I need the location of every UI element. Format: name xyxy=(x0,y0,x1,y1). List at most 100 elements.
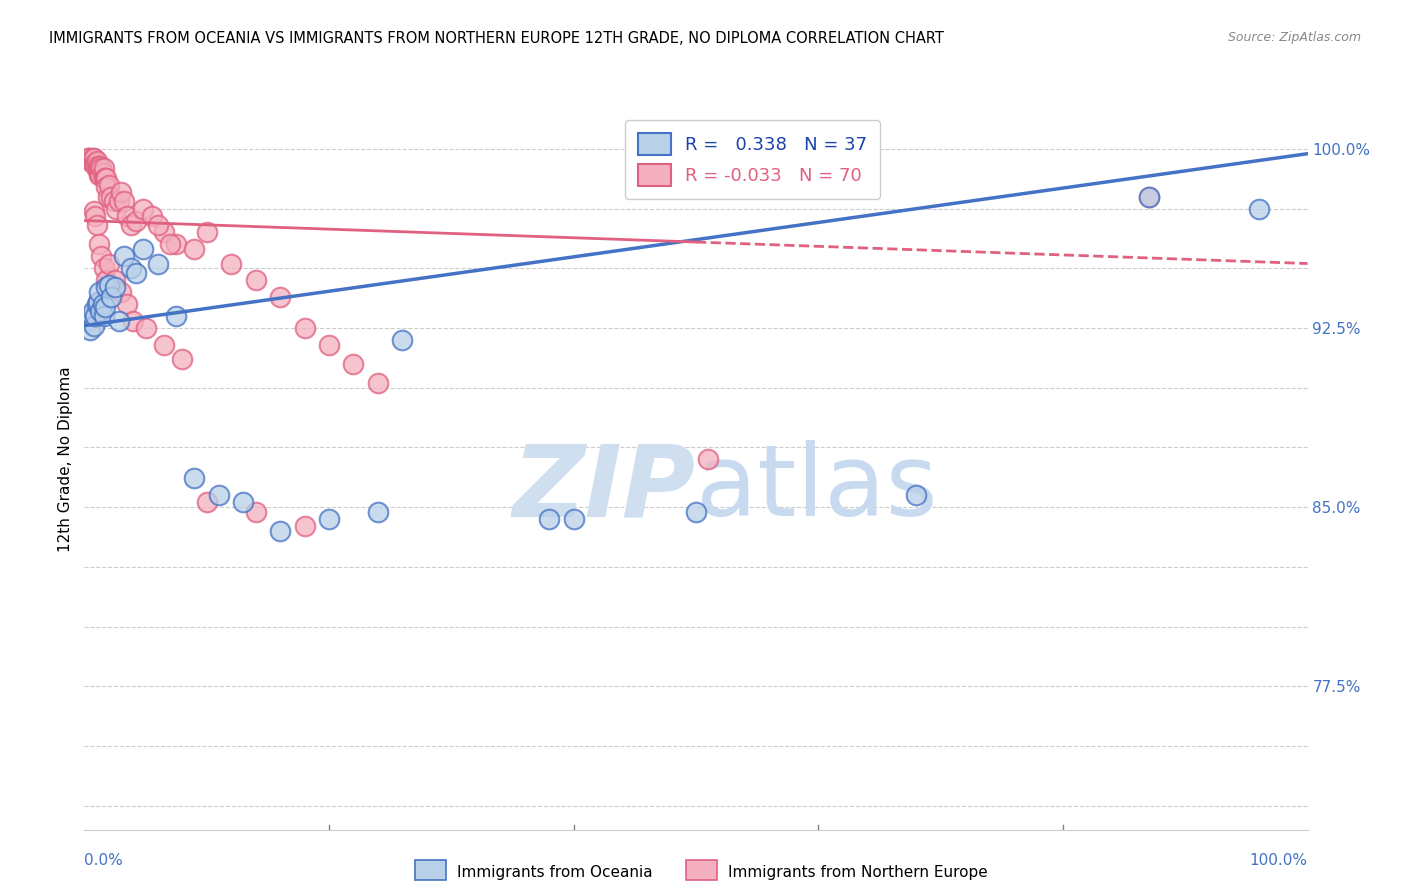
Point xyxy=(1137,189,1160,203)
Point xyxy=(112,249,135,263)
Point xyxy=(96,170,118,185)
Point xyxy=(269,524,291,538)
Point xyxy=(84,309,107,323)
Point xyxy=(91,297,114,311)
Text: atlas: atlas xyxy=(696,441,938,538)
Point xyxy=(94,300,117,314)
Point xyxy=(82,152,104,166)
Point xyxy=(84,156,107,170)
Point xyxy=(245,273,267,287)
Point xyxy=(146,256,169,270)
Point xyxy=(294,519,316,533)
Point xyxy=(79,323,101,337)
Point xyxy=(141,209,163,223)
Point xyxy=(112,194,135,209)
Point xyxy=(342,357,364,371)
Text: ZIP: ZIP xyxy=(513,441,696,538)
Text: 100.0%: 100.0% xyxy=(1250,854,1308,869)
Point xyxy=(1247,202,1270,216)
Point xyxy=(125,266,148,280)
Point xyxy=(93,261,115,276)
Point xyxy=(83,156,105,170)
Point xyxy=(165,309,187,323)
Legend: R =   0.338   N = 37, R = -0.033   N = 70: R = 0.338 N = 37, R = -0.033 N = 70 xyxy=(626,120,880,199)
Point xyxy=(105,202,128,216)
Point xyxy=(84,159,107,173)
Point xyxy=(93,170,115,185)
Point xyxy=(107,314,129,328)
Point xyxy=(77,152,100,166)
Point xyxy=(87,294,110,309)
Point xyxy=(146,219,169,233)
Text: Immigrants from Northern Europe: Immigrants from Northern Europe xyxy=(728,865,988,880)
Point xyxy=(132,202,155,216)
Point xyxy=(77,314,100,328)
Point xyxy=(87,237,110,252)
Point xyxy=(294,321,316,335)
Point xyxy=(195,495,218,509)
Point xyxy=(318,337,340,351)
Point xyxy=(100,189,122,203)
Point xyxy=(89,304,111,318)
Point xyxy=(87,159,110,173)
Point xyxy=(104,280,127,294)
Point xyxy=(120,219,142,233)
Point xyxy=(100,290,122,304)
Point xyxy=(93,309,115,323)
Point xyxy=(107,194,129,209)
Text: IMMIGRANTS FROM OCEANIA VS IMMIGRANTS FROM NORTHERN EUROPE 12TH GRADE, NO DIPLOM: IMMIGRANTS FROM OCEANIA VS IMMIGRANTS FR… xyxy=(49,31,943,46)
Point xyxy=(96,180,118,194)
Point xyxy=(195,226,218,240)
Point xyxy=(391,333,413,347)
Point xyxy=(93,161,115,175)
Point xyxy=(80,309,103,323)
Point xyxy=(125,213,148,227)
Point xyxy=(90,161,112,175)
Text: Source: ZipAtlas.com: Source: ZipAtlas.com xyxy=(1227,31,1361,45)
Point xyxy=(208,488,231,502)
Point xyxy=(90,249,112,263)
Point xyxy=(367,505,389,519)
Point xyxy=(79,153,101,168)
Point xyxy=(132,242,155,256)
Point xyxy=(153,337,176,351)
Point xyxy=(84,209,107,223)
Point xyxy=(367,376,389,390)
Text: Immigrants from Oceania: Immigrants from Oceania xyxy=(457,865,652,880)
Point xyxy=(83,318,105,333)
Point xyxy=(86,159,108,173)
Point xyxy=(115,209,138,223)
Point xyxy=(110,285,132,300)
Point xyxy=(96,280,118,294)
Point xyxy=(86,297,108,311)
Point xyxy=(153,226,176,240)
Point xyxy=(82,304,104,318)
Point xyxy=(91,166,114,180)
Point xyxy=(159,237,181,252)
Point xyxy=(269,290,291,304)
Point xyxy=(86,219,108,233)
Point xyxy=(80,153,103,168)
Point xyxy=(562,512,585,526)
Point xyxy=(172,352,194,367)
Point xyxy=(1137,189,1160,203)
Point xyxy=(697,452,720,467)
Point xyxy=(103,194,125,209)
Point xyxy=(110,185,132,199)
Point xyxy=(685,505,707,519)
Point xyxy=(905,488,928,502)
Point xyxy=(135,321,157,335)
Point xyxy=(120,261,142,276)
Point xyxy=(165,237,187,252)
Point xyxy=(318,512,340,526)
Point xyxy=(97,278,120,293)
Text: 0.0%: 0.0% xyxy=(84,854,124,869)
Point xyxy=(87,168,110,182)
Point xyxy=(87,163,110,178)
Point xyxy=(83,152,105,166)
Point xyxy=(83,204,105,219)
Point xyxy=(219,256,242,270)
Point xyxy=(104,273,127,287)
Point xyxy=(538,512,561,526)
Point xyxy=(89,159,111,173)
